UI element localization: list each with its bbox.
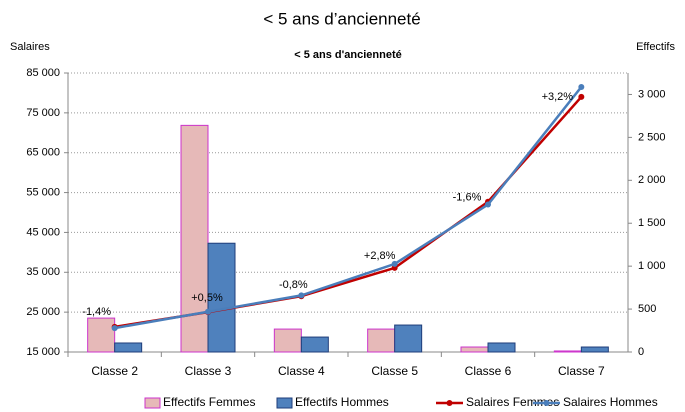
bar xyxy=(207,242,236,353)
y-tick-label: 45 000 xyxy=(26,226,60,238)
y2-tick-label: 1 000 xyxy=(638,260,666,272)
point xyxy=(111,325,118,332)
point xyxy=(485,201,491,208)
annotation: -0,8% xyxy=(279,279,308,291)
y-tick-label: 15 000 xyxy=(26,346,60,358)
legend-label: Effectifs Hommes xyxy=(295,395,389,409)
annotation: -1,6% xyxy=(453,192,482,204)
bar xyxy=(367,328,396,353)
legend-label: Effectifs Femmes xyxy=(163,395,255,409)
bar xyxy=(87,317,116,353)
x-tick-label: Classe 6 xyxy=(465,364,512,378)
y2-tick-label: 2 500 xyxy=(638,131,666,143)
bar xyxy=(273,328,302,353)
x-tick-label: Classe 7 xyxy=(558,364,605,378)
y2-tick-label: 1 500 xyxy=(638,217,666,229)
y2-tick-label: 500 xyxy=(638,303,656,315)
y-tick-label: 55 000 xyxy=(26,186,60,198)
bar xyxy=(553,350,582,353)
bar xyxy=(180,124,209,353)
bar xyxy=(394,324,423,353)
y-tick-label: 85 000 xyxy=(26,67,60,79)
line xyxy=(114,86,583,330)
point xyxy=(205,308,211,315)
y2-tick-label: 0 xyxy=(638,346,644,358)
x-tick-label: Classe 5 xyxy=(371,364,418,378)
page-title: < 5 ans d’ancienneté xyxy=(263,9,420,28)
annotation: +0,5% xyxy=(191,292,223,304)
x-tick-label: Classe 2 xyxy=(91,364,138,378)
legend-swatch xyxy=(144,397,161,409)
y2-tick-label: 3 000 xyxy=(638,88,666,100)
y-tick-label: 35 000 xyxy=(26,266,60,278)
bar xyxy=(114,342,143,353)
point xyxy=(391,260,398,267)
bar xyxy=(460,346,489,353)
chart-title: < 5 ans d'ancienneté xyxy=(294,49,401,61)
bar xyxy=(300,336,329,353)
y2-axis-label: Effectifs xyxy=(636,41,675,53)
y-tick-label: 25 000 xyxy=(26,306,60,318)
y2-tick-label: 2 000 xyxy=(638,174,666,186)
point xyxy=(578,83,585,90)
annotation: +2,8% xyxy=(364,250,396,262)
legend-swatch xyxy=(543,400,550,406)
legend-swatch xyxy=(446,400,453,406)
legend-label: Salaires Hommes xyxy=(563,395,658,409)
legend-label: Salaires Femmes xyxy=(466,395,559,409)
y-tick-label: 65 000 xyxy=(26,147,60,159)
annotation: -1,4% xyxy=(82,306,111,318)
bar xyxy=(580,346,609,353)
legend-swatch xyxy=(276,397,293,409)
point xyxy=(578,93,585,100)
x-tick-label: Classe 4 xyxy=(278,364,325,378)
bar xyxy=(487,342,516,353)
y-axis-label: Salaires xyxy=(10,41,50,53)
x-tick-label: Classe 3 xyxy=(185,364,232,378)
y-tick-label: 75 000 xyxy=(26,107,60,119)
point xyxy=(298,292,305,299)
annotation: +3,2% xyxy=(542,91,574,103)
